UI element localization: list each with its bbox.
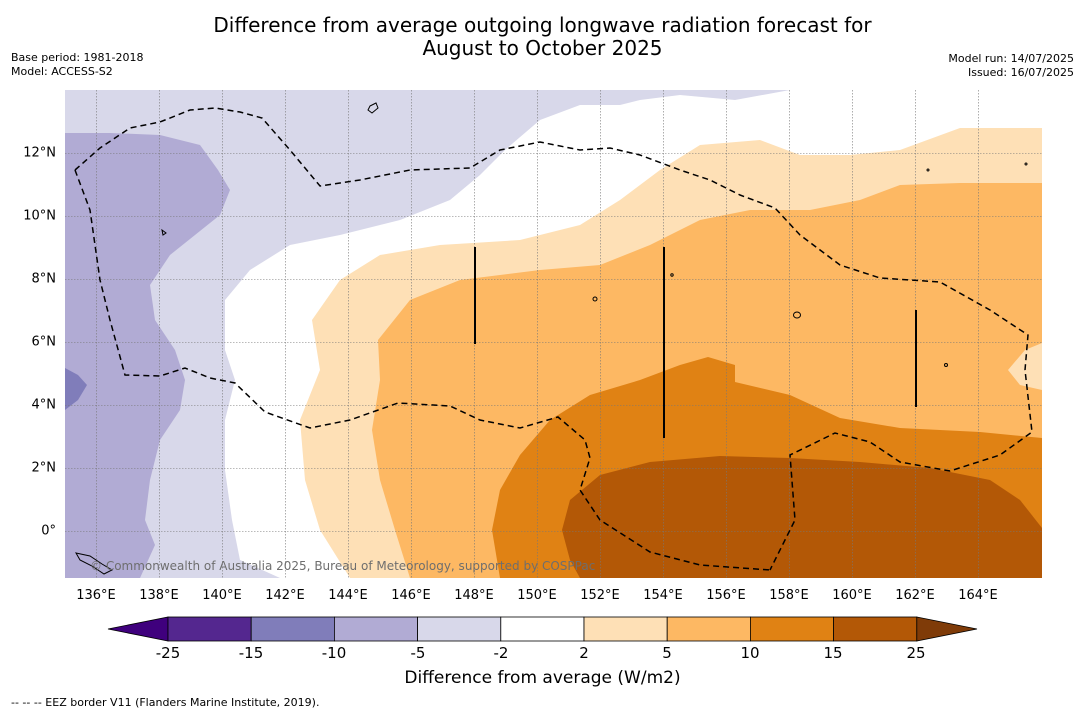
band-medium-lavender <box>65 133 230 578</box>
lat-tick: 0° <box>41 523 56 539</box>
colorbar-tick: 25 <box>906 644 926 662</box>
lat-tick: 12°N <box>23 145 56 161</box>
colorbar-tick: 5 <box>662 644 672 662</box>
lon-tick: 160°E <box>832 588 872 603</box>
island-atoll-c <box>1024 162 1028 166</box>
chart-title: Difference from average outgoing longwav… <box>0 14 1085 60</box>
meta-left: Base period: 1981-2018 Model: ACCESS-S2 <box>11 51 143 79</box>
colorbar-segment <box>167 616 252 642</box>
lat-tick: 2°N <box>31 460 57 476</box>
meta-right: Model run: 14/07/2025 Issued: 16/07/2025 <box>948 52 1074 80</box>
eez-border-north <box>74 107 1033 571</box>
lon-tick: 156°E <box>706 588 746 603</box>
eez-border-west <box>74 169 771 571</box>
colorbar-arrow-high <box>916 616 978 642</box>
island-chuuk <box>592 296 598 302</box>
solid-markers <box>474 247 917 438</box>
lat-tick: 10°N <box>23 208 56 224</box>
colorbar-label: Difference from average (W/m2) <box>404 668 681 688</box>
model-run: Model run: 14/07/2025 <box>948 52 1074 65</box>
lon-tick: 164°E <box>958 588 998 603</box>
islands <box>75 102 1028 575</box>
colorbar-arrow-low <box>107 616 169 642</box>
colorbar <box>107 616 978 642</box>
colorbar-tick: 10 <box>740 644 760 662</box>
band-purple <box>65 368 87 410</box>
lon-tick: 154°E <box>643 588 683 603</box>
colorbar-segment <box>583 616 668 642</box>
island-pohnpei <box>793 311 801 319</box>
model-name: Model: ACCESS-S2 <box>11 65 113 78</box>
base-period: Base period: 1981-2018 <box>11 51 144 64</box>
lon-tick: 162°E <box>895 588 935 603</box>
lat-tick: 8°N <box>31 271 57 287</box>
colorbar-segment <box>417 616 502 642</box>
colorbar-tick: -10 <box>321 644 347 662</box>
map-plot-area <box>65 90 1042 578</box>
colorbar-segment <box>666 616 751 642</box>
lon-tick: 152°E <box>580 588 620 603</box>
lon-tick: 138°E <box>139 588 179 603</box>
lon-tick: 146°E <box>391 588 431 603</box>
eez-footnote: -- -- -- EEZ border V11 (Flanders Marine… <box>11 696 320 709</box>
lon-tick: 136°E <box>76 588 116 603</box>
title-line-1: Difference from average outgoing longwav… <box>213 13 872 37</box>
lon-tick: 148°E <box>454 588 494 603</box>
island-guam <box>367 102 379 114</box>
colorbar-segment <box>333 616 418 642</box>
colorbar-tick: 15 <box>823 644 843 662</box>
island-yap <box>161 228 167 236</box>
title-line-2: August to October 2025 <box>422 36 663 60</box>
eez-borders <box>74 107 1033 571</box>
copyright-notice: © Commonwealth of Australia 2025, Bureau… <box>90 559 596 573</box>
colorbar-segment <box>833 616 918 642</box>
colorbar-tick: -5 <box>410 644 426 662</box>
colorbar-segment <box>750 616 835 642</box>
lat-tick: 6°N <box>31 334 57 350</box>
lon-tick: 150°E <box>517 588 557 603</box>
lon-tick: 144°E <box>328 588 368 603</box>
lon-tick: 158°E <box>769 588 809 603</box>
colorbar-segment <box>250 616 335 642</box>
colorbar-tick: 2 <box>579 644 589 662</box>
colorbar-tick: -25 <box>155 644 181 662</box>
colorbar-tick: -15 <box>238 644 264 662</box>
colorbar-segment <box>500 616 585 642</box>
colorbar-tick: -2 <box>493 644 509 662</box>
lat-tick: 4°N <box>31 397 57 413</box>
lon-tick: 142°E <box>265 588 305 603</box>
island-kosrae <box>944 363 948 367</box>
island-atoll-b <box>926 168 930 172</box>
issued-date: Issued: 16/07/2025 <box>967 66 1074 79</box>
band-brown <box>562 456 1042 578</box>
lon-tick: 140°E <box>202 588 242 603</box>
island-atoll-a <box>670 273 674 277</box>
island-new-guinea-coast <box>75 552 114 575</box>
